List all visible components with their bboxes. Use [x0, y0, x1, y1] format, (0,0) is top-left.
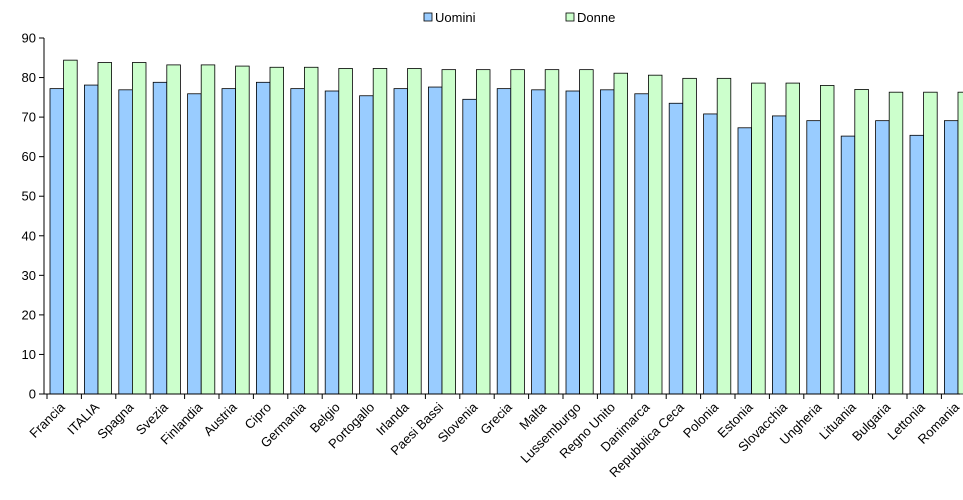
bar-donne-0	[63, 59, 78, 395]
bar-donne-21	[785, 82, 801, 395]
bar-uomini-12	[462, 98, 477, 395]
y-tick-label: 20	[22, 307, 36, 322]
bar-uomini-5	[221, 88, 237, 395]
bar-donne-3	[166, 64, 181, 395]
bar-uomini-24	[875, 120, 890, 395]
y-tick-label: 40	[22, 228, 36, 243]
bar-donne-22	[820, 85, 835, 395]
x-category-label: Grecia	[477, 399, 515, 437]
bar-donne-15	[579, 69, 594, 395]
bar-donne-25	[923, 91, 938, 395]
bar-uomini-4	[187, 93, 202, 395]
bar-uomini-9	[359, 95, 374, 395]
legend-label-uomini: Uomini	[435, 10, 476, 25]
legend-swatch-uomini	[423, 12, 433, 22]
bars	[49, 59, 963, 395]
bar-uomini-10	[393, 88, 409, 395]
bar-donne-13	[510, 69, 525, 395]
y-tick-label: 80	[22, 70, 36, 85]
x-category-label: Spagna	[94, 399, 137, 442]
y-tick-label: 0	[29, 387, 36, 402]
y-tick-label: 50	[22, 189, 36, 204]
y-tick-label: 10	[22, 347, 36, 362]
bar-donne-5	[235, 65, 250, 395]
bar-donne-10	[407, 68, 422, 395]
legend-label-donne: Donne	[577, 10, 615, 25]
bar-donne-11	[441, 69, 457, 395]
bar-uomini-0	[49, 88, 65, 395]
bar-uomini-14	[531, 89, 546, 395]
bar-uomini-17	[634, 93, 649, 395]
x-axis: FranciaITALIASpagnaSveziaFinlandiaAustri…	[26, 393, 963, 480]
bar-donne-2	[131, 62, 147, 395]
bar-uomini-8	[324, 90, 340, 395]
bar-donne-14	[544, 69, 560, 395]
bar-uomini-13	[496, 88, 512, 395]
x-category-label: Polonia	[680, 399, 722, 441]
bar-donne-4	[200, 64, 216, 395]
bar-donne-19	[716, 77, 732, 395]
bar-uomini-7	[290, 88, 305, 395]
bar-uomini-26	[944, 120, 959, 395]
bar-donne-1	[97, 62, 113, 395]
bar-donne-7	[303, 66, 319, 395]
bar-uomini-1	[84, 84, 99, 395]
x-category-label: Austria	[200, 399, 240, 439]
bar-uomini-15	[565, 90, 581, 395]
bar-donne-12	[475, 69, 491, 395]
y-axis: 0 10 20 30 40 50 60 70 80 90	[22, 31, 45, 402]
bar-uomini-25	[909, 134, 925, 395]
bar-uomini-18	[668, 102, 684, 395]
bar-uomini-16	[600, 89, 615, 395]
bar-uomini-21	[772, 115, 787, 395]
bar-donne-24	[888, 91, 904, 395]
bar-uomini-3	[152, 81, 168, 395]
bar-uomini-20	[737, 127, 753, 395]
bar-donne-20	[751, 82, 766, 395]
legend-swatch-donne	[565, 12, 575, 22]
bar-uomini-19	[703, 113, 718, 395]
y-tick-label: 70	[22, 110, 36, 125]
y-tick-label: 30	[22, 268, 36, 283]
bar-uomini-22	[806, 120, 821, 395]
bar-donne-18	[682, 77, 697, 395]
y-tick-label: 60	[22, 149, 36, 164]
bar-uomini-6	[255, 81, 271, 395]
bar-uomini-23	[840, 135, 856, 395]
x-category-label: Francia	[26, 399, 68, 441]
bar-donne-9	[372, 68, 388, 395]
bar-uomini-2	[118, 89, 133, 395]
bar-donne-16	[613, 72, 629, 395]
bar-donne-17	[648, 74, 663, 395]
bar-donne-8	[338, 68, 353, 395]
legend: Uomini Donne	[423, 10, 615, 25]
bar-donne-26	[957, 91, 963, 395]
y-tick-label: 90	[22, 31, 36, 46]
bar-donne-6	[269, 66, 285, 395]
bar-donne-23	[854, 89, 869, 395]
x-category-label: Bulgaria	[849, 399, 894, 444]
bar-uomini-11	[427, 86, 443, 395]
